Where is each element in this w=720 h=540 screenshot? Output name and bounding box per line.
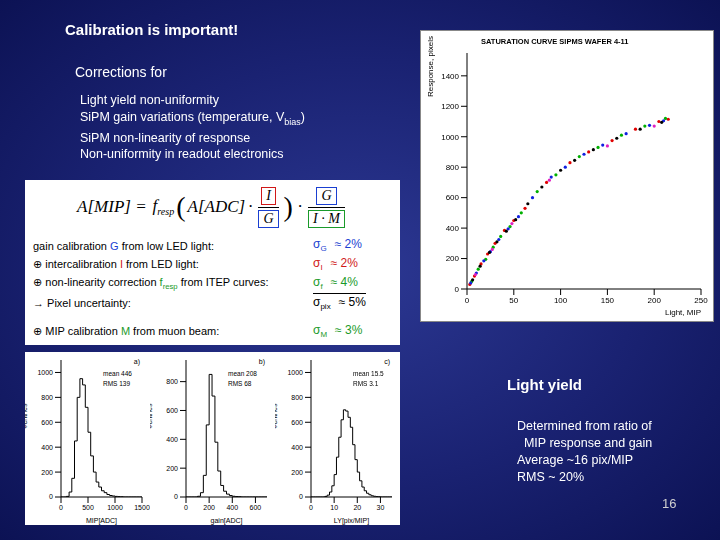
html-text:Light yield non-uniformity: Light yield non-uniformity	[80, 93, 219, 107]
html-text:≈ 4%: ≈ 4%	[330, 275, 358, 290]
svg-text:1400: 1400	[441, 72, 459, 81]
svg-text:200: 200	[648, 296, 662, 305]
html-text:σf: σf	[313, 275, 323, 292]
svg-text:0: 0	[59, 504, 63, 511]
svg-text:800: 800	[446, 163, 460, 172]
svg-text:600: 600	[446, 193, 460, 202]
svg-text:200: 200	[203, 504, 215, 511]
svg-text:MIP[ADC]: MIP[ADC]	[86, 517, 117, 525]
html-text:σpix: σpix	[313, 295, 331, 312]
html-text:≈ 2%: ≈ 2%	[334, 237, 362, 252]
html-text:Average ~16 pix/MIP: Average ~16 pix/MIP	[517, 453, 634, 467]
svg-text:Response, pixels: Response, pixels	[426, 36, 435, 97]
html-text:Determined from ratio of: Determined from ratio of	[517, 419, 652, 433]
html-text:RMS 3.1: RMS 3.1	[353, 380, 379, 387]
svg-text:Light, MIP: Light, MIP	[665, 308, 701, 317]
svg-text:1000: 1000	[107, 504, 123, 511]
svg-text:1000: 1000	[441, 133, 459, 142]
svg-text:200: 200	[446, 254, 460, 263]
svg-text:10: 10	[330, 504, 338, 511]
svg-text:600: 600	[166, 407, 178, 414]
html-text:mean 446: mean 446	[103, 370, 132, 377]
html-text:I · M: I · M	[313, 210, 340, 226]
svg-text:100: 100	[554, 296, 568, 305]
svg-text:600: 600	[41, 419, 53, 426]
html-text:mean 15.5: mean 15.5	[353, 370, 384, 377]
html-text:≈ 2%: ≈ 2%	[330, 256, 358, 271]
svg-text:600: 600	[250, 504, 262, 511]
html-text:⊕ non-linearity correction fre: ⊕ non-linearity correction frespfrom ITE…	[33, 275, 269, 292]
html-text:σI: σI	[313, 256, 323, 273]
svg-text:0: 0	[49, 493, 53, 500]
svg-text:0: 0	[184, 504, 188, 511]
svg-text:LY[pix/MIP]: LY[pix/MIP]	[334, 517, 369, 525]
svg-text:600: 600	[291, 419, 303, 426]
html-text:16: 16	[662, 496, 677, 511]
svg-text:400: 400	[166, 436, 178, 443]
svg-text:0: 0	[465, 296, 470, 305]
html-text:RMS 139: RMS 139	[103, 380, 131, 387]
html-text:MIP response and gain: MIP response and gain	[517, 436, 653, 450]
html-text:(A[ADC] ·: (A[ADC] ·	[176, 191, 253, 222]
svg-text:gain[ADC]: gain[ADC]	[211, 517, 243, 525]
html-text:→ Pixel uncertainty:: → Pixel uncertainty:	[33, 296, 131, 309]
svg-text:250: 250	[694, 296, 708, 305]
html-text:SATURATION CURVE SIPMS WAFER 4: SATURATION CURVE SIPMS WAFER 4-11	[481, 37, 629, 46]
svg-text:#entries: #entries	[25, 403, 28, 428]
svg-text:1500: 1500	[134, 504, 150, 511]
svg-text:#entries: #entries	[275, 403, 278, 428]
svg-text:800: 800	[291, 394, 303, 401]
html-text:Light yield: Light yield	[507, 376, 582, 393]
html-text:RMS 68: RMS 68	[228, 380, 252, 387]
html-text:σG: σG	[313, 237, 327, 254]
svg-text:0: 0	[309, 504, 313, 511]
svg-text:200: 200	[41, 469, 53, 476]
svg-text:400: 400	[291, 444, 303, 451]
svg-text:1000: 1000	[287, 369, 303, 376]
html-text:≈ 3%: ≈ 3%	[335, 323, 363, 338]
svg-text:20: 20	[353, 504, 361, 511]
html-text:G: G	[321, 187, 332, 203]
html-text:Calibration is important!: Calibration is important!	[65, 21, 239, 38]
svg-text:0: 0	[455, 285, 460, 294]
html-text:A[MIP] = fresp: A[MIP] = fresp	[77, 196, 175, 218]
html-text:a): a)	[133, 358, 140, 365]
svg-text:400: 400	[446, 224, 460, 233]
svg-text:0: 0	[174, 493, 178, 500]
html-text:SiPM non-linearity of response: SiPM non-linearity of response	[80, 130, 251, 145]
svg-text:400: 400	[226, 504, 238, 511]
html-text:⊕ MIP calibration M from muon: ⊕ MIP calibration M from muon beam:	[33, 325, 220, 337]
svg-text:#entries: #entries	[150, 403, 153, 428]
svg-text:800: 800	[41, 394, 53, 401]
svg-text:150: 150	[601, 296, 615, 305]
html-text:I: I	[266, 187, 271, 203]
html-text:mean 208: mean 208	[228, 370, 257, 377]
html-text:gain calibration G from low LE: gain calibration G from low LED light:	[33, 239, 214, 252]
svg-text:500: 500	[82, 504, 94, 511]
html-text:⊕ intercalibration I from LED: ⊕ intercalibration I from LED light:	[33, 258, 199, 270]
html-text:σM: σM	[313, 323, 328, 340]
svg-text:50: 50	[509, 296, 518, 305]
html-text:G ) ·: G ) ·	[263, 191, 303, 226]
html-text:Non-uniformity in readout elec: Non-uniformity in readout electronics	[80, 147, 284, 161]
svg-text:200: 200	[291, 469, 303, 476]
svg-text:800: 800	[166, 378, 178, 385]
svg-text:1000: 1000	[37, 369, 53, 376]
svg-text:200: 200	[166, 465, 178, 472]
svg-text:1200: 1200	[441, 102, 459, 111]
html-text:c): c)	[384, 358, 390, 365]
svg-text:0: 0	[299, 493, 303, 500]
html-text:b): b)	[258, 358, 265, 365]
html-text:Corrections for: Corrections for	[75, 64, 167, 80]
svg-text:400: 400	[41, 444, 53, 451]
svg-text:30: 30	[377, 504, 385, 511]
html-text:RMS ~ 20%: RMS ~ 20%	[517, 470, 584, 484]
html-text:≈ 5%: ≈ 5%	[338, 295, 366, 310]
html-text:SiPM gain variations (temperat: SiPM gain variations (temperature, Vbias…	[80, 109, 305, 126]
